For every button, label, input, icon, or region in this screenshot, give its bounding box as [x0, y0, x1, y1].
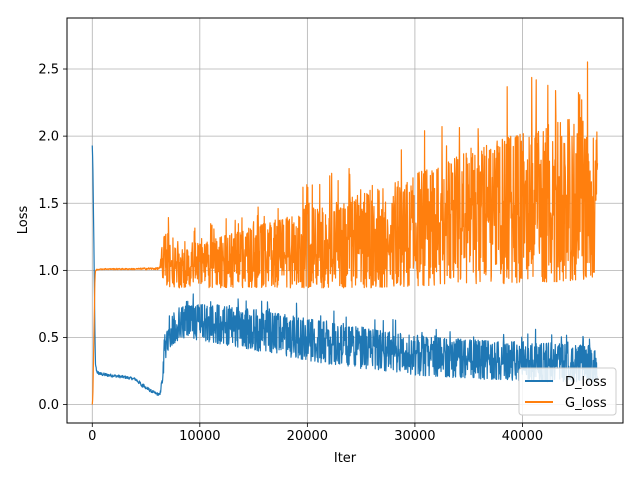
y-tick-label: 2.5: [38, 63, 59, 78]
legend-label-d-loss: D_loss: [565, 375, 607, 390]
legend-box: [518, 367, 617, 416]
plot-frame: [66, 17, 624, 424]
x-axis-label: Iter: [334, 451, 357, 466]
grid: [67, 18, 623, 423]
x-tick-label: 20000: [287, 429, 328, 444]
series-line-g-loss: [91, 61, 599, 405]
axis-ticks: 0 10000 20000 30000 40000 0.0 0.5 1.0 1.5 2.0 2.5: [38, 63, 543, 444]
y-tick-label: 2.0: [38, 130, 59, 145]
y-tick-label: 1.0: [38, 264, 59, 279]
x-tick-label: 10000: [179, 429, 220, 444]
y-tick-label: 0.0: [38, 398, 59, 413]
x-tick-label: 40000: [502, 429, 543, 444]
y-tick-label: 1.5: [38, 197, 59, 212]
x-tick-label: 30000: [394, 429, 435, 444]
x-tick-label: 0: [88, 429, 96, 444]
legend: D_loss G_loss: [518, 367, 617, 416]
y-axis-label: Loss: [16, 206, 31, 235]
series-line-d-loss: [91, 145, 599, 397]
y-tick-label: 0.5: [38, 331, 59, 346]
legend-label-g-loss: G_loss: [565, 396, 607, 411]
series-layer: [91, 61, 599, 405]
